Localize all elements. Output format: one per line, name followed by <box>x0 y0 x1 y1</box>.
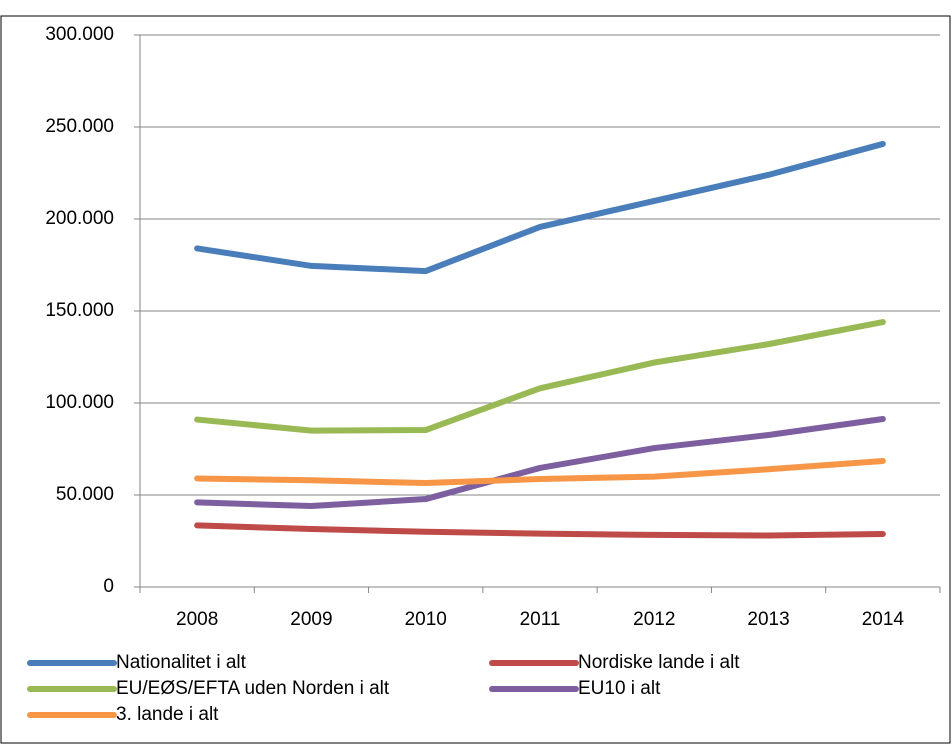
x-tick-label: 2010 <box>405 609 447 630</box>
series-line <box>194 457 886 487</box>
series-line <box>194 522 886 539</box>
legend-label: 3. lande i alt <box>116 704 219 725</box>
y-tick-label: 300.000 <box>45 24 114 45</box>
series-line <box>194 140 886 275</box>
series-line <box>194 319 886 434</box>
legend-label: EU/EØS/EFTA uden Norden i alt <box>116 678 390 699</box>
legend-label: Nationalitet i alt <box>116 652 247 673</box>
x-tick-label: 2011 <box>520 609 561 630</box>
y-tick-label: 100.000 <box>45 392 114 413</box>
y-tick-label: 0 <box>103 576 114 597</box>
y-tick-label: 200.000 <box>45 208 114 229</box>
series-line <box>194 416 886 510</box>
legend-label: EU10 i alt <box>578 678 661 699</box>
x-tick-label: 2014 <box>862 609 905 630</box>
y-tick-label: 250.000 <box>45 116 114 137</box>
y-tick-label: 50.000 <box>56 484 114 505</box>
chart-frame <box>0 15 951 744</box>
x-tick-label: 2009 <box>290 609 332 630</box>
x-tick-label: 2012 <box>633 609 675 630</box>
x-tick-label: 2008 <box>176 609 218 630</box>
y-tick-label: 150.000 <box>45 300 114 321</box>
x-tick-label: 2013 <box>747 609 789 630</box>
legend-label: Nordiske lande i alt <box>578 652 740 673</box>
